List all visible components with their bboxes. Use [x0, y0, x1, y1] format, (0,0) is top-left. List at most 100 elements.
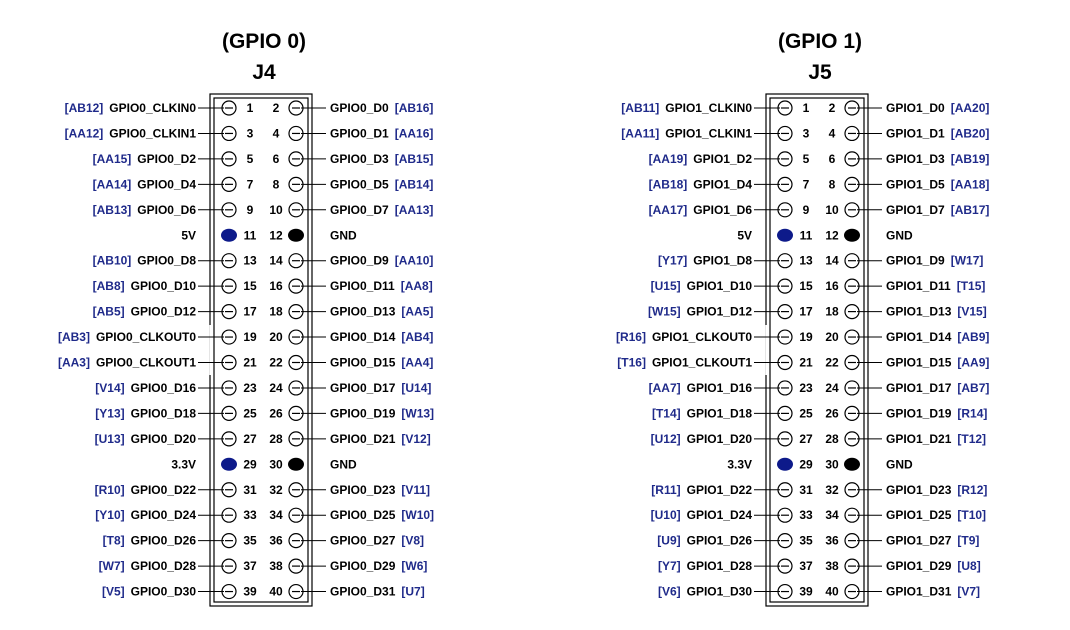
signal-label: GPIO0_D23 [330, 483, 396, 497]
ground-pin [288, 457, 304, 471]
signal-label: GPIO0_D3 [330, 152, 389, 166]
signal-label: GPIO1_D0 [886, 101, 945, 115]
fpga-pin-label: [U9] [657, 534, 680, 548]
signal-label: GPIO1_D26 [687, 534, 753, 548]
pin-number: 30 [269, 457, 283, 471]
fpga-pin-label: [T9] [957, 534, 979, 548]
fpga-pin-label: [AA12] [65, 126, 104, 140]
pin-number: 24 [825, 381, 839, 395]
fpga-pin-label: [R14] [957, 406, 987, 420]
pin-number: 36 [269, 534, 283, 548]
signal-label: GPIO0_D24 [131, 508, 197, 522]
fpga-pin-label: [W7] [99, 559, 125, 573]
pin-number: 11 [244, 228, 257, 242]
signal-label: GPIO0_D8 [137, 254, 196, 268]
signal-label: GPIO0_D19 [330, 406, 396, 420]
power-pin [221, 457, 237, 471]
signal-label: GND [330, 457, 357, 471]
signal-label: GPIO0_D5 [330, 177, 389, 191]
pin-row: 13 GPIO1_D8 [Y17] 14 GPIO1_D9 [W17] [658, 253, 984, 269]
signal-label: GPIO0_D29 [330, 559, 396, 573]
fpga-pin-label: [U8] [957, 559, 980, 573]
signal-label: GPIO0_D22 [131, 483, 197, 497]
fpga-pin-label: [AB18] [649, 177, 688, 191]
signal-label: GPIO1_D10 [687, 279, 753, 293]
signal-label: GPIO1_D2 [693, 152, 752, 166]
pin-row: 5 GPIO0_D2 [AA15] 6 GPIO0_D3 [AB15] [93, 151, 434, 167]
signal-label: GPIO0_D20 [131, 432, 197, 446]
fpga-pin-label: [V6] [658, 585, 681, 599]
fpga-pin-label: [AA14] [93, 177, 132, 191]
pin-number: 4 [829, 126, 836, 140]
pin-row: 27 GPIO0_D20 [U13] 28 GPIO0_D21 [V12] [95, 431, 431, 447]
connector-label: J5 [808, 61, 832, 84]
fpga-pin-label: [AA13] [395, 203, 434, 217]
signal-label: GND [330, 228, 357, 242]
fpga-pin-label: [T8] [103, 534, 125, 548]
pin-row: 15 GPIO1_D10 [U15] 16 GPIO1_D11 [T15] [651, 278, 985, 294]
signal-label: GPIO1_D15 [886, 356, 952, 370]
pin-row: 13 GPIO0_D8 [AB10] 14 GPIO0_D9 [AA10] [93, 253, 434, 269]
fpga-pin-label: [AB15] [395, 152, 434, 166]
pin-number: 7 [247, 177, 254, 191]
power-pin [221, 228, 237, 242]
fpga-pin-label: [T10] [957, 508, 986, 522]
pin-number: 17 [799, 305, 813, 319]
pin-row: 19 GPIO0_CLKOUT0 [AB3] 20 GPIO0_D14 [AB4] [58, 329, 433, 345]
fpga-pin-label: [R10] [95, 483, 125, 497]
pin-number: 18 [825, 305, 839, 319]
pin-number: 17 [243, 305, 257, 319]
fpga-pin-label: [AA8] [401, 279, 433, 293]
signal-label: GPIO1_D16 [687, 381, 753, 395]
pin-number: 30 [825, 457, 839, 471]
power-pin [777, 228, 793, 242]
pin-number: 39 [243, 585, 257, 599]
header-j4-group: (GPIO 0) J4 1 GPIO0_CLKIN0 [AB12] 2 GPIO0_D0… [58, 30, 434, 607]
pin-number: 34 [269, 508, 283, 522]
signal-label: GPIO1_D5 [886, 177, 945, 191]
signal-label: GPIO0_D27 [330, 534, 396, 548]
pin-row: 25 GPIO1_D18 [T14] 26 GPIO1_D19 [R14] [652, 405, 987, 421]
signal-label: GPIO0_D28 [131, 559, 197, 573]
pin-number: 31 [799, 483, 813, 497]
pin-number: 40 [269, 585, 283, 599]
pin-number: 35 [799, 534, 813, 548]
pin-number: 26 [269, 406, 283, 420]
pin-row: 23 GPIO0_D16 [V14] 24 GPIO0_D17 [U14] [95, 380, 431, 396]
signal-label: GPIO0_D16 [131, 381, 197, 395]
signal-label: GPIO1_D24 [687, 508, 753, 522]
pin-number: 27 [243, 432, 257, 446]
fpga-pin-label: [W17] [951, 254, 984, 268]
signal-label: GPIO1_D25 [886, 508, 952, 522]
pin-number: 20 [825, 330, 839, 344]
signal-label: GPIO1_D19 [886, 406, 952, 420]
pin-row: 33 GPIO1_D24 [U10] 34 GPIO1_D25 [T10] [651, 507, 986, 523]
signal-label: GPIO0_D6 [137, 203, 196, 217]
signal-label: GPIO1_D7 [886, 203, 945, 217]
fpga-pin-label: [AB19] [951, 152, 990, 166]
pin-number: 37 [799, 559, 813, 573]
fpga-pin-label: [AA3] [58, 356, 90, 370]
signal-label: GPIO1_D14 [886, 330, 952, 344]
signal-label: GPIO0_D26 [131, 534, 197, 548]
fpga-pin-label: [AB11] [621, 101, 659, 115]
signal-label: 3.3V [171, 457, 196, 471]
pin-row: 31 GPIO1_D22 [R11] 32 GPIO1_D23 [R12] [651, 482, 987, 498]
signal-label: GPIO1_CLKIN0 [665, 101, 752, 115]
pin-number: 20 [269, 330, 283, 344]
pin-row: 9 GPIO1_D6 [AA17] 10 GPIO1_D7 [AB17] [649, 202, 989, 218]
pin-number: 24 [269, 381, 283, 395]
fpga-pin-label: [R11] [651, 483, 680, 497]
fpga-pin-label: [AA10] [395, 254, 434, 268]
fpga-pin-label: [V14] [95, 381, 124, 395]
pin-number: 5 [247, 152, 254, 166]
pin-number: 2 [273, 101, 280, 115]
signal-label: GPIO0_D0 [330, 101, 389, 115]
pin-number: 6 [829, 152, 836, 166]
pin-row: 1 GPIO1_CLKIN0 [AB11] 2 GPIO1_D0 [AA20] [621, 100, 989, 116]
signal-label: GPIO0_D12 [131, 305, 197, 319]
pin-number: 37 [243, 559, 257, 573]
signal-label: GPIO0_CLKIN0 [109, 101, 196, 115]
signal-label: GPIO1_D29 [886, 559, 952, 573]
